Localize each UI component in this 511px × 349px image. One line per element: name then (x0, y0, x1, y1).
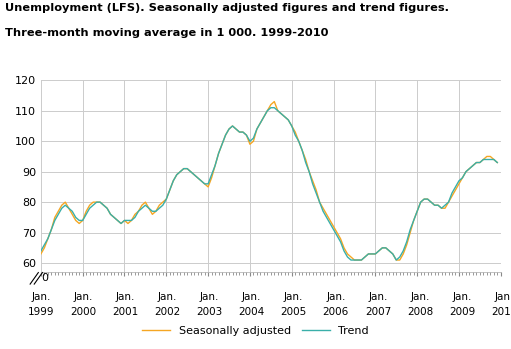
Text: 2010: 2010 (491, 307, 511, 317)
Line: Trend: Trend (41, 108, 497, 260)
Text: Jan.: Jan. (200, 292, 219, 302)
Text: 2006: 2006 (322, 307, 349, 317)
Text: 0: 0 (41, 273, 48, 283)
Trend (177, 170, 183, 174)
Text: 2000: 2000 (70, 307, 96, 317)
Text: Jan.: Jan. (31, 292, 51, 302)
Legend: Seasonally adjusted, Trend: Seasonally adjusted, Trend (137, 321, 374, 340)
Trend (411, 218, 417, 223)
Trend (76, 218, 82, 223)
Seasonally adjusted (38, 252, 44, 256)
Trend (94, 200, 100, 204)
Text: 2004: 2004 (239, 307, 265, 317)
Seasonally adjusted (177, 170, 183, 174)
Text: Jan.: Jan. (242, 292, 261, 302)
Trend (268, 106, 274, 110)
Text: Three-month moving average in 1 000. 1999-2010: Three-month moving average in 1 000. 199… (5, 28, 329, 38)
Seasonally adjusted (411, 218, 417, 223)
Text: 2003: 2003 (196, 307, 222, 317)
Text: 2008: 2008 (407, 307, 433, 317)
Text: 2002: 2002 (154, 307, 180, 317)
Line: Seasonally adjusted: Seasonally adjusted (41, 102, 497, 260)
Text: Jan.: Jan. (368, 292, 387, 302)
Text: Jan.: Jan. (284, 292, 304, 302)
Trend (191, 173, 197, 177)
Text: Jan.: Jan. (157, 292, 177, 302)
Text: 2005: 2005 (281, 307, 307, 317)
Text: 2009: 2009 (449, 307, 475, 317)
Seasonally adjusted (94, 200, 100, 204)
Text: Jan.: Jan. (73, 292, 92, 302)
Text: Jan.: Jan. (326, 292, 345, 302)
Text: 2001: 2001 (112, 307, 138, 317)
Trend (348, 258, 354, 262)
Text: 2007: 2007 (365, 307, 391, 317)
Seasonally adjusted (76, 221, 82, 225)
Text: Jan.: Jan. (115, 292, 135, 302)
Seasonally adjusted (414, 209, 420, 213)
Seasonally adjusted (494, 161, 500, 165)
Seasonally adjusted (352, 258, 358, 262)
Seasonally adjusted (191, 173, 197, 177)
Text: Jan.: Jan. (410, 292, 430, 302)
Text: Jan.: Jan. (495, 292, 511, 302)
Trend (38, 249, 44, 253)
Trend (494, 161, 500, 165)
Text: Jan.: Jan. (452, 292, 472, 302)
Seasonally adjusted (271, 99, 277, 104)
Text: Unemployment (LFS). Seasonally adjusted figures and trend figures.: Unemployment (LFS). Seasonally adjusted … (5, 3, 449, 14)
Trend (414, 209, 420, 213)
Text: 1999: 1999 (28, 307, 54, 317)
